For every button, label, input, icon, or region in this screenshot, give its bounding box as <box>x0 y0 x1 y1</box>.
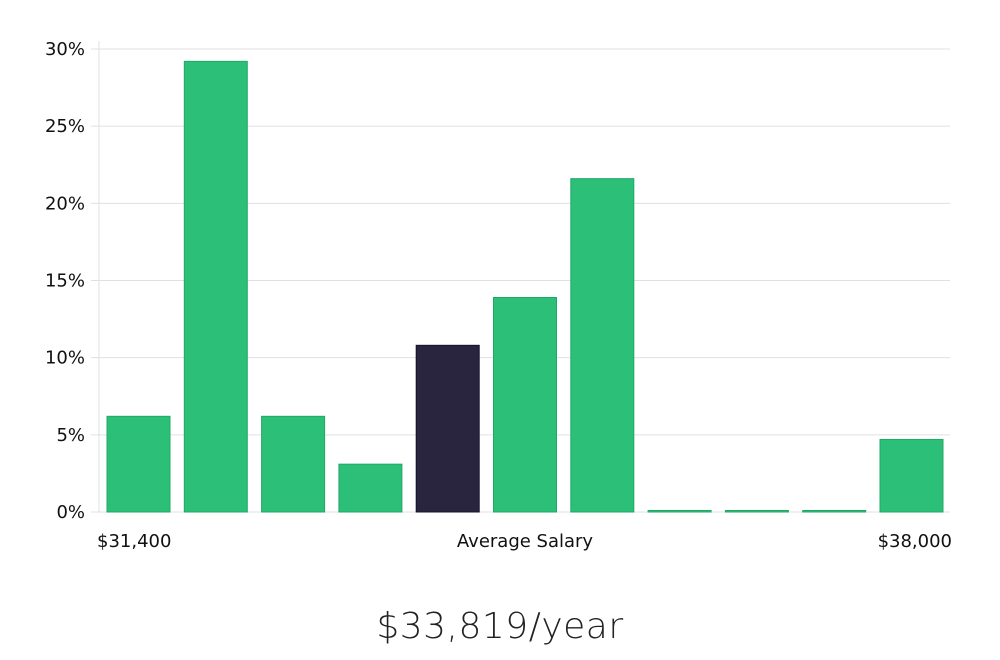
y-tick-label: 10% <box>45 348 85 369</box>
average-salary-value: $33,819/year <box>376 606 624 647</box>
y-tick-label: 15% <box>45 271 85 292</box>
x-axis-title: Average Salary <box>457 531 594 552</box>
bars <box>106 60 944 513</box>
bar <box>724 510 789 513</box>
y-axis-ticks: 0% 5% 10% 15% 20% 25% 30% <box>45 39 85 523</box>
bar <box>647 510 712 513</box>
x-axis-max-label: $38,000 <box>878 531 952 552</box>
bar <box>106 415 171 513</box>
y-tick-label: 0% <box>56 502 85 523</box>
bar <box>183 60 248 513</box>
y-tick-label: 5% <box>56 425 85 446</box>
y-tick-label: 25% <box>45 116 85 137</box>
bar <box>570 178 635 513</box>
bar <box>338 463 403 513</box>
bar <box>802 510 867 513</box>
bar <box>261 415 326 513</box>
x-axis-min-label: $31,400 <box>97 531 171 552</box>
bar-highlighted <box>415 344 480 513</box>
salary-histogram: 0% 5% 10% 15% 20% 25% 30% $31,400 Average Sala… <box>45 39 952 552</box>
y-tick-label: 30% <box>45 39 85 60</box>
bar <box>879 438 944 513</box>
y-tick-label: 20% <box>45 193 85 214</box>
bar <box>493 296 557 513</box>
